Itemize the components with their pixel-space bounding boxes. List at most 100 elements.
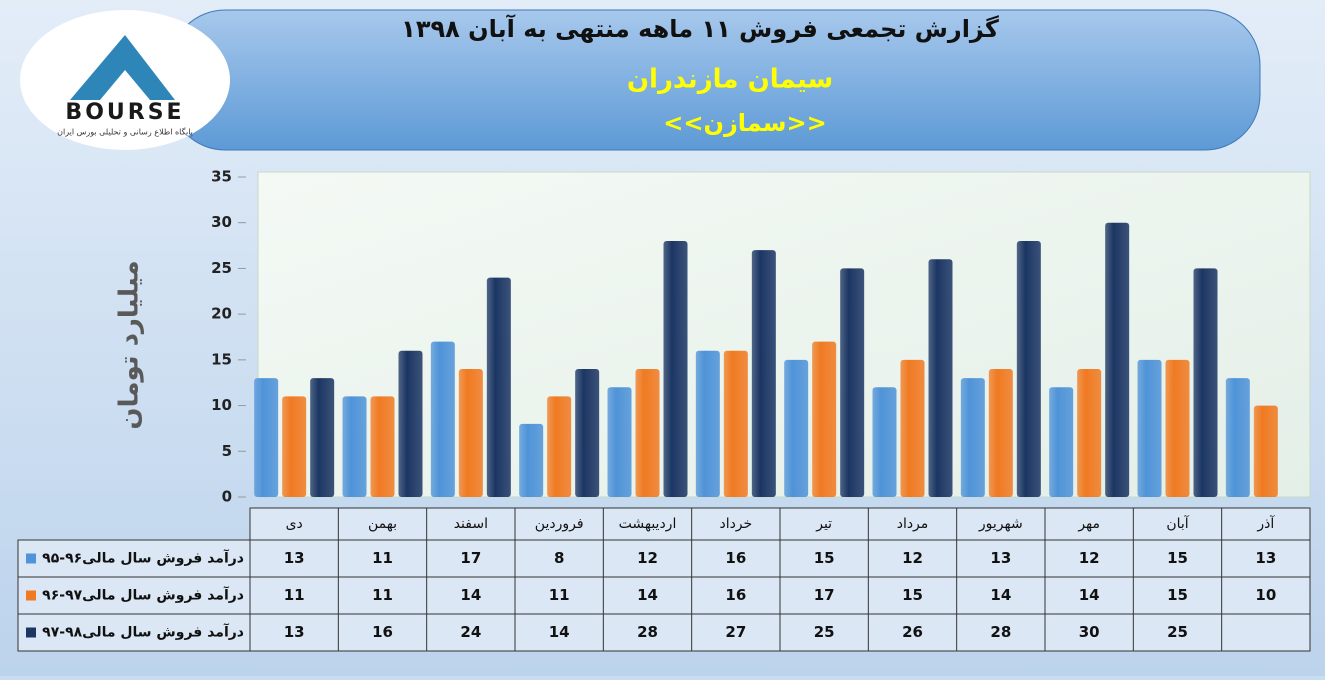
legend-swatch <box>26 627 36 638</box>
bar <box>575 369 600 497</box>
bar <box>812 341 837 497</box>
bar <box>784 359 809 497</box>
bar <box>607 387 632 497</box>
y-tick-label: 15 <box>211 350 232 368</box>
x-tick-label: مرداد <box>897 516 929 532</box>
x-tick-label: شهریور <box>978 516 1023 532</box>
bar <box>254 378 279 497</box>
table-value: 14 <box>460 586 481 604</box>
bar <box>486 277 511 497</box>
logo-tagline: پایگاه اطلاع رسانی و تحلیلی بورس ایران <box>57 127 193 137</box>
table-value: 28 <box>637 623 658 641</box>
bar <box>723 350 748 497</box>
table-value: 15 <box>814 549 835 567</box>
bar <box>988 369 1013 497</box>
legend-label: درآمد فروش سال مالی۹۶-۹۵ <box>42 549 244 567</box>
table-value: 28 <box>990 623 1011 641</box>
table-value: 15 <box>1167 586 1188 604</box>
bar <box>1016 241 1041 497</box>
y-tick-label: 35 <box>211 168 232 186</box>
x-tick-label: دی <box>286 516 303 532</box>
table-value: 14 <box>549 623 570 641</box>
table-value: 17 <box>814 586 835 604</box>
legend-label: درآمد فروش سال مالی۹۸-۹۷ <box>42 623 244 641</box>
y-tick-label: 30 <box>211 213 232 231</box>
bar <box>960 378 985 497</box>
bar <box>1137 359 1162 497</box>
bar <box>1165 359 1190 497</box>
x-tick-label: آذر <box>1256 515 1275 532</box>
bar <box>900 359 925 497</box>
table-value: 16 <box>372 623 393 641</box>
legend-swatch <box>26 590 36 601</box>
table-value: 12 <box>902 549 923 567</box>
bar <box>519 423 544 497</box>
bar <box>370 396 395 497</box>
table-value: 10 <box>1255 586 1276 604</box>
table-value: 13 <box>990 549 1011 567</box>
bar <box>1049 387 1074 497</box>
table-value: 25 <box>1167 623 1188 641</box>
bar <box>872 387 897 497</box>
table-value: 12 <box>637 549 658 567</box>
bar <box>458 369 483 497</box>
bar <box>695 350 720 497</box>
table-value: 16 <box>725 586 746 604</box>
bar <box>342 396 367 497</box>
bar <box>1225 378 1250 497</box>
bar <box>430 341 455 497</box>
table-value: 11 <box>549 586 570 604</box>
bar <box>928 259 953 497</box>
bar <box>1193 268 1218 497</box>
x-tick-label: مهر <box>1077 516 1100 532</box>
table-value: 16 <box>725 549 746 567</box>
table-value: 14 <box>990 586 1011 604</box>
logo-badge <box>20 10 230 150</box>
bar <box>1253 405 1278 497</box>
chart-subtitle: سیمان مازندران <box>627 65 833 95</box>
x-tick-label: اردیبهشت <box>619 516 677 532</box>
x-tick-label: اسفند <box>454 516 488 532</box>
symbol: <<سمازن>> <box>663 109 826 137</box>
chart-title: گزارش تجمعی فروش ۱۱ ماهه منتهی به آبان ۱… <box>401 14 999 43</box>
table-value: 11 <box>284 586 305 604</box>
table-value: 11 <box>372 549 393 567</box>
table-value: 27 <box>725 623 746 641</box>
y-axis-label: میلیارد تومان <box>115 260 145 429</box>
logo-mark <box>70 35 175 100</box>
bar <box>1077 369 1102 497</box>
table-value: 25 <box>814 623 835 641</box>
bar <box>635 369 660 497</box>
table-value: 17 <box>460 549 481 567</box>
bar <box>310 378 335 497</box>
legend-swatch <box>26 553 36 564</box>
table-value: 13 <box>1255 549 1276 567</box>
bar <box>840 268 865 497</box>
table-value: 12 <box>1079 549 1100 567</box>
table-value: 11 <box>372 586 393 604</box>
x-tick-label: خرداد <box>719 516 752 532</box>
bar <box>751 250 776 497</box>
table-value: 26 <box>902 623 923 641</box>
table-value: 8 <box>554 549 564 567</box>
table-value: 13 <box>284 549 305 567</box>
table-value: 30 <box>1079 623 1100 641</box>
y-tick-label: 20 <box>211 305 232 323</box>
bar <box>398 350 423 497</box>
y-tick-label: 5 <box>222 442 232 460</box>
y-tick-label: 0 <box>222 488 232 506</box>
table-value: 15 <box>1167 549 1188 567</box>
x-tick-label: آبان <box>1166 515 1189 532</box>
y-tick-label: 10 <box>211 396 232 414</box>
bar <box>547 396 572 497</box>
logo-text: BOURSE <box>65 100 184 125</box>
legend-label: درآمد فروش سال مالی۹۷-۹۶ <box>42 586 244 604</box>
bar <box>1105 222 1130 497</box>
table-value: 15 <box>902 586 923 604</box>
x-tick-label: بهمن <box>368 516 397 532</box>
table-value: 14 <box>637 586 658 604</box>
table-value: 14 <box>1079 586 1100 604</box>
x-tick-label: تیر <box>815 516 832 532</box>
